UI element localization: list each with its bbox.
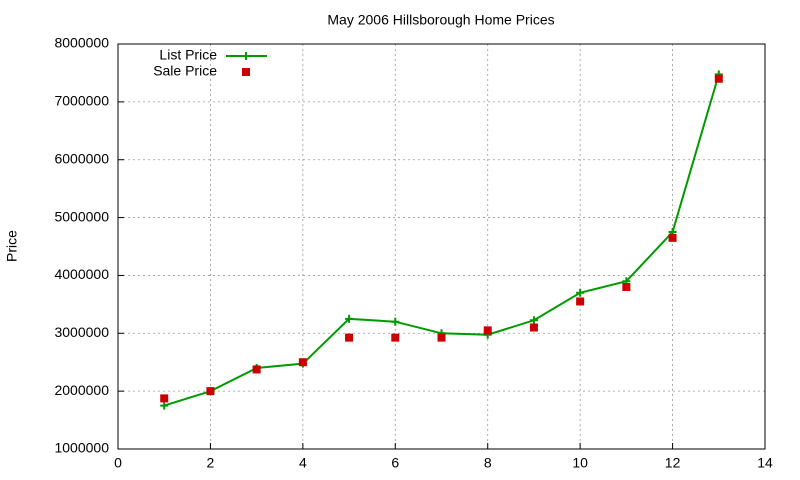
data-point	[714, 74, 723, 83]
x-tick-label: 10	[572, 455, 588, 471]
legend-label: List Price	[159, 47, 217, 63]
data-point	[391, 317, 400, 326]
y-tick-label: 4000000	[54, 266, 109, 282]
legend-marker	[242, 52, 250, 60]
data-point	[160, 401, 169, 410]
legend-marker	[242, 68, 250, 76]
legend-label: Sale Price	[153, 63, 217, 79]
series-line	[163, 74, 720, 407]
x-tick-label: 2	[207, 455, 215, 471]
data-point	[298, 358, 307, 367]
data-point	[345, 314, 354, 323]
y-tick-label: 6000000	[54, 150, 109, 166]
x-tick-label: 12	[665, 455, 681, 471]
data-point	[529, 316, 538, 325]
x-tick-label: 6	[391, 455, 399, 471]
x-tick-label: 0	[114, 455, 122, 471]
data-point	[206, 387, 215, 396]
data-point	[668, 233, 677, 242]
x-tick-label: 14	[757, 455, 773, 471]
data-point	[622, 283, 631, 291]
y-tick-label: 3000000	[54, 324, 109, 340]
data-point	[483, 326, 492, 335]
y-tick-label: 7000000	[54, 93, 109, 109]
data-point	[252, 365, 261, 374]
chart-title: May 2006 Hillsborough Home Prices	[327, 12, 554, 28]
data-point	[529, 323, 538, 332]
x-tick-label: 8	[484, 455, 492, 471]
data-point	[160, 394, 169, 403]
data-point	[391, 333, 400, 342]
data-point	[437, 333, 446, 342]
data-point	[576, 297, 585, 306]
y-tick-label: 8000000	[54, 35, 109, 51]
y-tick-label: 1000000	[54, 440, 109, 456]
x-tick-label: 4	[299, 455, 307, 471]
data-point	[345, 333, 354, 342]
y-tick-label: 2000000	[54, 382, 109, 398]
plot-frame	[117, 43, 766, 450]
y-tick-label: 5000000	[54, 208, 109, 224]
y-axis-label: Price	[4, 230, 20, 262]
data-point	[576, 288, 585, 297]
